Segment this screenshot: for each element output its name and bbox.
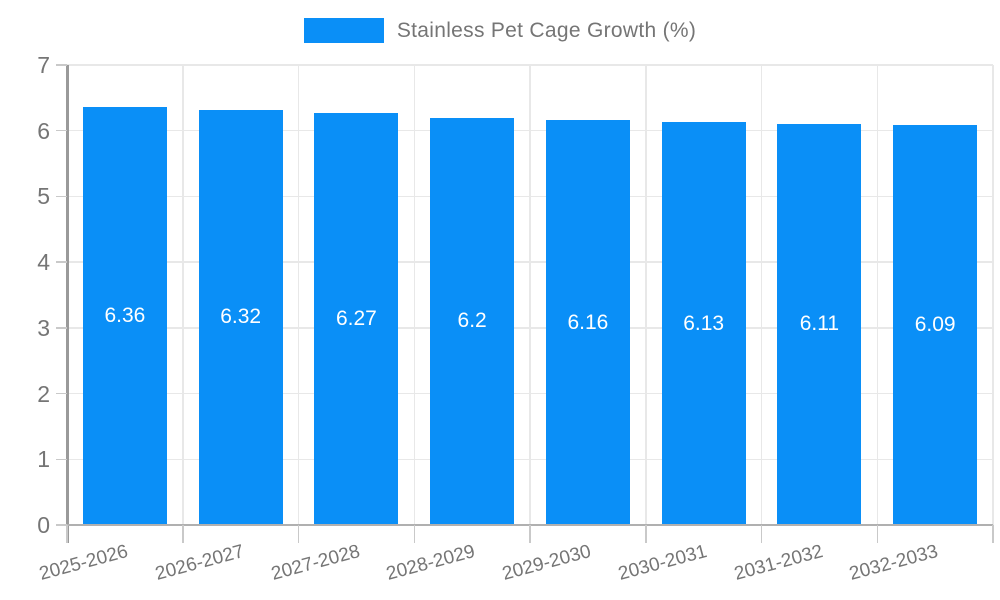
bar-value-label: 6.36 xyxy=(104,304,146,328)
x-axis-tick xyxy=(529,525,531,543)
y-axis-line xyxy=(66,65,69,543)
bar-2028-2029: 6.2 xyxy=(430,117,515,525)
y-axis-label: 6 xyxy=(37,117,50,144)
x-axis-tick xyxy=(66,525,68,543)
y-axis-tick xyxy=(56,261,67,263)
bar-2030-2031: 6.13 xyxy=(661,122,746,525)
v-gridline xyxy=(992,65,994,525)
x-axis-tick xyxy=(182,525,184,543)
y-axis-tick xyxy=(56,64,67,66)
x-axis-label: 2026-2027 xyxy=(152,541,247,585)
v-gridline xyxy=(413,65,415,525)
x-axis-tick xyxy=(992,525,994,543)
legend-swatch[interactable] xyxy=(303,18,384,43)
x-axis-tick xyxy=(413,525,415,543)
x-axis-label: 2025-2026 xyxy=(37,541,131,585)
y-axis-label: 1 xyxy=(37,446,50,473)
y-axis-label: 2 xyxy=(37,380,50,407)
x-axis-label: 2028-2029 xyxy=(384,541,478,585)
y-axis-label: 0 xyxy=(37,512,50,538)
v-gridline xyxy=(645,65,647,525)
x-axis-label: 2030-2031 xyxy=(615,541,710,585)
bar-2025-2026: 6.36 xyxy=(82,107,167,525)
bar-2026-2027: 6.32 xyxy=(198,109,283,525)
y-axis-label: 5 xyxy=(37,183,50,210)
y-axis-label: 7 xyxy=(37,52,50,78)
bar-value-label: 6.2 xyxy=(457,309,487,333)
v-gridline xyxy=(760,65,763,525)
bar-value-label: 6.13 xyxy=(683,311,725,335)
v-gridline xyxy=(182,65,184,525)
y-axis-tick xyxy=(56,129,67,132)
x-axis-label: 2029-2030 xyxy=(500,541,594,585)
bar-2031-2032: 6.11 xyxy=(777,123,862,525)
bar-value-label: 6.32 xyxy=(220,305,262,329)
legend-label[interactable]: Stainless Pet Cage Growth (%) xyxy=(396,18,697,42)
bar-2032-2033: 6.09 xyxy=(893,124,978,525)
y-axis-label: 4 xyxy=(37,249,50,276)
x-axis-tick xyxy=(645,525,647,543)
bar-2029-2030: 6.16 xyxy=(545,120,630,525)
bar-value-label: 6.27 xyxy=(335,306,377,330)
bar-value-label: 6.16 xyxy=(567,310,609,334)
y-axis-tick xyxy=(56,327,67,329)
v-gridline xyxy=(876,65,878,525)
x-axis-label: 2031-2032 xyxy=(731,541,825,585)
legend[interactable]: Stainless Pet Cage Growth (%) xyxy=(0,18,1000,43)
y-axis-tick xyxy=(56,195,67,198)
v-gridline xyxy=(297,65,300,525)
x-axis-label: 2032-2033 xyxy=(847,541,941,585)
x-axis-tick xyxy=(876,525,878,543)
plot-area: 6.36 6.32 6.27 6.2 6.16 6.13 6.11 6.09 xyxy=(67,64,994,525)
x-axis-label: 2027-2028 xyxy=(268,541,362,585)
v-gridline xyxy=(529,65,531,525)
y-axis-tick xyxy=(56,458,67,461)
y-axis-tick xyxy=(56,524,67,526)
x-axis-tick xyxy=(760,525,763,543)
bar-2027-2028: 6.27 xyxy=(314,112,399,525)
bar-value-label: 6.09 xyxy=(914,312,956,336)
y-axis-tick xyxy=(56,392,67,395)
y-axis-label: 3 xyxy=(37,314,50,341)
x-axis-tick xyxy=(297,525,300,543)
bar-value-label: 6.11 xyxy=(799,312,840,336)
